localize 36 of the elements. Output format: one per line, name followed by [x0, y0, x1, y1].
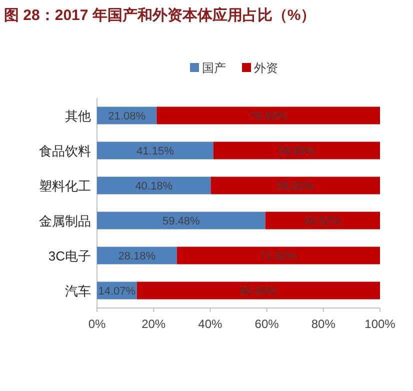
y-tick-label: 汽车 — [65, 284, 91, 298]
x-tick-label: 40% — [198, 317, 223, 331]
y-tick-label: 3C电子 — [48, 248, 91, 264]
y-tick-label: 其他 — [65, 108, 91, 124]
x-tick-label: 20% — [142, 317, 166, 331]
chart-title: 图 28：2017 年国产和外资本体应用占比（%） — [4, 6, 316, 24]
bar — [213, 142, 380, 160]
data-label: 85.93% — [240, 286, 278, 298]
data-label: 28.18% — [118, 250, 156, 262]
data-label: 58.85% — [278, 146, 316, 158]
legend-label: 国产 — [202, 61, 226, 75]
y-tick-label: 塑料化工 — [39, 178, 91, 194]
x-tick-label: 100% — [364, 317, 396, 331]
bar — [156, 106, 380, 124]
data-label: 71.82% — [260, 250, 298, 262]
bar — [265, 212, 380, 230]
bar — [97, 176, 211, 194]
x-tick-label: 80% — [311, 317, 336, 331]
y-tick-label: 食品饮料 — [39, 144, 91, 158]
bar — [97, 212, 266, 230]
y-tick-label: 金属制品 — [39, 214, 91, 228]
bar — [176, 246, 380, 264]
x-tick-label: 60% — [254, 317, 280, 331]
x-tick-label: 0% — [88, 317, 106, 331]
data-label: 78.92% — [250, 110, 288, 122]
data-label: 59.48% — [162, 216, 200, 228]
legend-label: 外资 — [254, 61, 278, 75]
data-label: 14.07% — [98, 286, 136, 298]
bar — [97, 142, 214, 160]
data-label: 40.18% — [135, 180, 173, 192]
bar — [136, 282, 380, 300]
data-label: 21.08% — [108, 110, 146, 122]
data-label: 40.52% — [304, 216, 342, 228]
data-label: 41.15% — [136, 146, 174, 158]
data-label: 59.82% — [276, 180, 314, 192]
bar — [210, 176, 380, 194]
